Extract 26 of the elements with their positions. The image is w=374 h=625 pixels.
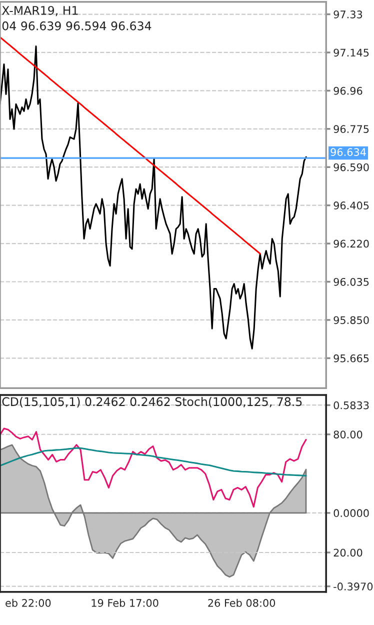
chart-title: CD(15,105,1) 0.2462 0.2462 Stoch(1000,125, 78.5 bbox=[2, 396, 302, 408]
y-tick-label: 96.035 bbox=[334, 278, 369, 286]
y-tick-label: 0.5833 bbox=[334, 401, 369, 410]
y-tick-label: 97.33 bbox=[334, 10, 362, 18]
ref-line-label: 96.634 bbox=[330, 148, 366, 156]
y2-tick-label: 80.00 bbox=[334, 430, 362, 438]
line-series bbox=[0, 36, 261, 254]
y-tick-label: 96.96 bbox=[334, 86, 362, 95]
y-tick-label: 95.665 bbox=[334, 354, 369, 362]
text: 04 96.639 96.594 96.634 bbox=[2, 21, 152, 30]
y-tick-label: 97.145 bbox=[334, 48, 369, 57]
y2-tick-label: 20.00 bbox=[334, 548, 362, 557]
x-tick-label: 26 Feb 08:00 bbox=[208, 598, 276, 607]
y-tick-label: 96.220 bbox=[334, 240, 369, 248]
x-tick-label: 19 Feb 17:00 bbox=[92, 598, 158, 607]
chart-title: X-MAR19, H1 bbox=[2, 6, 78, 16]
y-tick-label: 95.850 bbox=[334, 316, 369, 324]
y-tick-label: 96.590 bbox=[334, 163, 369, 172]
y-tick-label: -0.3970 bbox=[334, 582, 373, 590]
y-tick-label: 0.0000 bbox=[334, 509, 369, 518]
line-series bbox=[0, 447, 307, 476]
line-series bbox=[0, 428, 307, 508]
x-tick-label: eb 22:00 bbox=[6, 598, 51, 607]
line-series bbox=[0, 46, 307, 350]
y-tick-label: 96.775 bbox=[334, 125, 369, 134]
y-tick-label: 96.405 bbox=[334, 202, 369, 210]
